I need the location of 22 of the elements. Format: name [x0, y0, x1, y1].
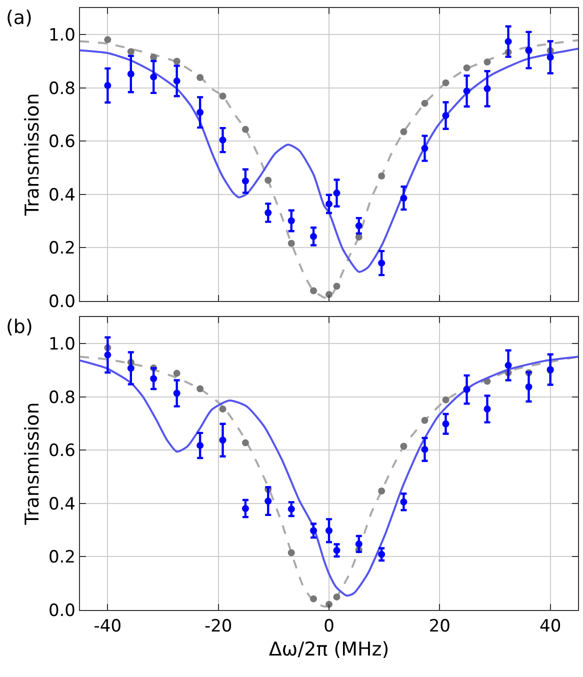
y-tick-label: 0.0	[48, 292, 76, 312]
y-tick-label: 0.2	[48, 548, 76, 568]
x-tick-label: -20	[204, 616, 232, 636]
y-tick-label: 0.2	[48, 238, 76, 259]
y-tick-label: 0.6	[48, 441, 76, 462]
y-axis-title: Transmission	[21, 93, 44, 217]
x-tick-label: 40	[540, 616, 562, 636]
y-tick-label: 1.0	[48, 26, 76, 46]
x-tick-label: 20	[428, 616, 450, 636]
y-tick-label: 0.4	[48, 494, 76, 514]
x-axis-title: Δω/2π (MHz)	[268, 638, 390, 660]
y-tick-label: 0.4	[48, 185, 76, 206]
y-tick-label: 0.6	[48, 132, 76, 152]
x-tick-label: -40	[94, 616, 122, 636]
y-axis-title: Transmission	[21, 402, 44, 526]
x-tick-label: 0	[324, 616, 334, 636]
y-tick-label: 0.8	[48, 78, 76, 99]
chart-title: (b)	[6, 316, 33, 338]
y-tick-label: 0.8	[48, 388, 76, 408]
y-tick-label: 0.0	[48, 600, 76, 621]
y-tick-label: 1.0	[48, 334, 76, 355]
chart-title: (a)	[6, 7, 32, 29]
